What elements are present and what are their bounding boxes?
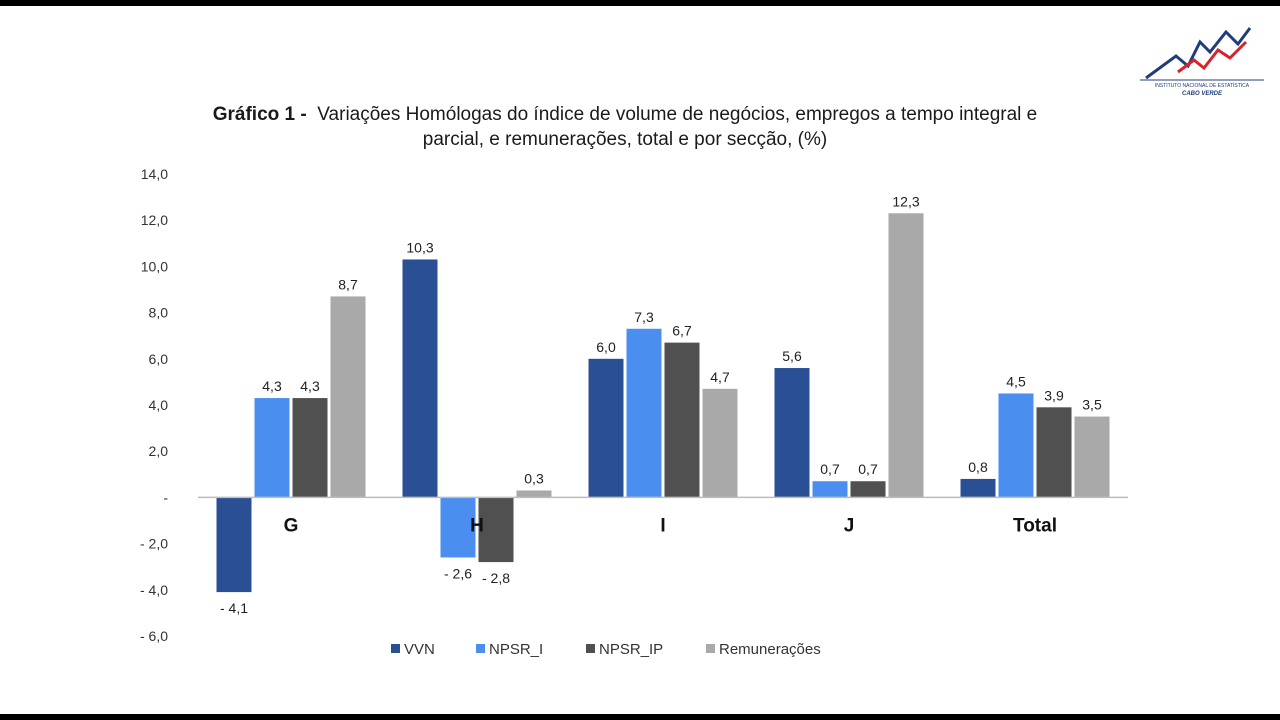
legend-swatch [706, 644, 715, 653]
y-tick-label: - [163, 489, 168, 505]
data-label: 4,3 [300, 378, 320, 394]
bars [198, 213, 1128, 593]
legend-label: NPSR_I [489, 641, 543, 658]
y-tick-label: 2,0 [149, 443, 169, 459]
legend-swatch [586, 644, 595, 653]
bar-NPSR_IP-Total [1036, 407, 1072, 498]
bottom-border [0, 714, 1280, 720]
bar-VVN-G [216, 497, 252, 593]
bar-VVN-I [588, 358, 624, 498]
data-label: 6,7 [672, 323, 692, 339]
y-tick-label: 12,0 [141, 212, 168, 228]
category-label: G [284, 515, 299, 536]
category-label: I [660, 515, 665, 536]
legend-label: VVN [404, 641, 435, 658]
bar-Remunerações-J [888, 213, 924, 498]
bar-VVN-H [402, 259, 438, 498]
category-label: Total [1013, 515, 1057, 536]
y-tick-label: 8,0 [149, 305, 169, 321]
y-tick-label: - 6,0 [140, 628, 168, 644]
y-tick-label: 4,0 [149, 397, 169, 413]
y-tick-label: 6,0 [149, 351, 169, 367]
chart-title-line1: Variações Homólogas do índice de volume … [317, 104, 1038, 125]
data-label: 4,5 [1006, 373, 1026, 389]
chart-title: Gráfico 1 - Variações Homólogas do índic… [0, 102, 1250, 152]
data-label: 0,8 [968, 459, 988, 475]
bar-VVN-J [774, 368, 810, 498]
data-label: 5,6 [782, 348, 802, 364]
y-tick-label: 10,0 [141, 258, 168, 274]
category-label: H [470, 515, 484, 536]
y-tick-label: - 2,0 [140, 536, 168, 552]
logo-text-top: INSTITUTO NACIONAL DE ESTATÍSTICA [1155, 82, 1250, 89]
ine-logo: INSTITUTO NACIONAL DE ESTATÍSTICA CABO V… [1140, 27, 1264, 97]
bar-NPSR_IP-G [292, 398, 328, 498]
bar-NPSR_I-J [812, 481, 848, 498]
bar-NPSR_I-H [440, 497, 476, 558]
data-labels: - 4,1 4,3 4,3 8,7 10,3 - 2,6 - 2,8 0,3 6,0 7,3 6,7… [220, 193, 1102, 616]
legend: VVN NPSR_I NPSR_IP Remunerações [391, 641, 821, 658]
legend-swatch [391, 644, 400, 653]
data-label: 12,3 [892, 193, 919, 209]
chart-title-line2: parcial, e remunerações, total e por sec… [422, 129, 828, 150]
category-labels: G H I J Total [284, 515, 1057, 536]
legend-label: Remunerações [719, 641, 821, 658]
logo-text-bottom: CABO VERDE [1182, 91, 1223, 97]
bar-Remunerações-I [702, 388, 738, 498]
data-label: 3,5 [1082, 397, 1102, 413]
data-label: 0,3 [524, 470, 544, 486]
data-label: 4,3 [262, 378, 282, 394]
data-label: - 2,8 [482, 570, 510, 586]
bar-NPSR_I-Total [998, 393, 1034, 498]
y-tick-label: 14,0 [141, 166, 168, 182]
bar-NPSR_I-G [254, 398, 290, 498]
data-label: 0,7 [820, 461, 840, 477]
data-label: - 4,1 [220, 600, 248, 616]
bar-Remunerações-H [516, 490, 552, 498]
data-label: 4,7 [710, 369, 730, 385]
chart-title-lead: Gráfico 1 - [212, 104, 307, 125]
y-tick-label: - 4,0 [140, 582, 168, 598]
data-label: 0,7 [858, 461, 878, 477]
bar-Remunerações-G [330, 296, 366, 498]
legend-swatch [476, 644, 485, 653]
data-label: 6,0 [596, 339, 616, 355]
bar-VVN-Total [960, 478, 996, 498]
bar-NPSR_IP-H [478, 497, 514, 563]
bar-Remunerações-Total [1074, 416, 1110, 498]
data-label: - 2,6 [444, 565, 472, 581]
bar-NPSR_I-I [626, 328, 662, 498]
top-border [0, 0, 1280, 6]
data-label: 7,3 [634, 309, 654, 325]
data-label: 10,3 [406, 239, 433, 255]
data-label: 8,7 [338, 276, 358, 292]
bar-NPSR_IP-I [664, 342, 700, 498]
bar-NPSR_IP-J [850, 481, 886, 498]
category-label: J [844, 515, 855, 536]
legend-label: NPSR_IP [599, 641, 663, 658]
data-label: 3,9 [1044, 387, 1064, 403]
y-axis-labels: 14,0 12,0 10,0 8,0 6,0 4,0 2,0 - - 2,0 - 4,0 - 6,0 [140, 166, 168, 644]
